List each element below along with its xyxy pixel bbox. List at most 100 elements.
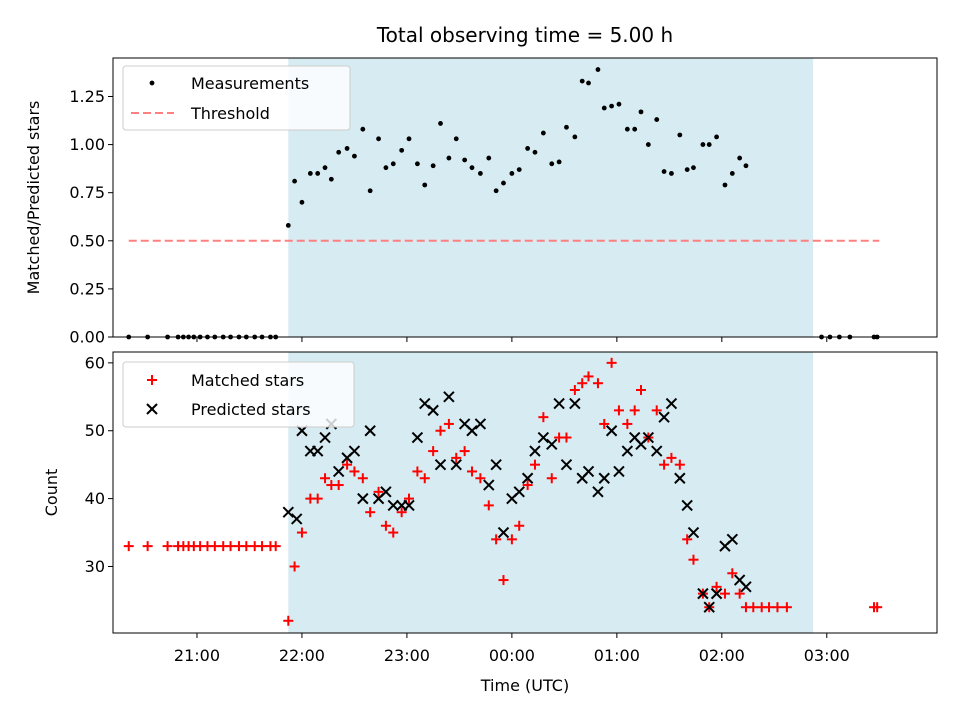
matched-star-point-34 [404,493,415,504]
ratio-x-ticks [196,337,828,342]
measurement-point-53 [556,159,562,165]
predicted-star-stroke-b [357,492,369,505]
count-y-tick-label-3: 60 [85,353,105,372]
matched-star-point-28 [357,473,368,484]
ratio-panel: 0.00 0.25 0.50 0.75 1.00 1.25 Matched/Predict… [24,57,938,347]
predicted-star-point-21 [443,391,455,403]
count-y-axis: 30 40 50 60 [85,353,113,576]
matched-star-point-43 [475,473,486,484]
measurement-point-68 [669,171,674,176]
matched-star-point-83 [781,602,792,613]
matched-star-point-54 [561,432,572,443]
predicted-star-point-7 [332,465,345,478]
ratio-panel-frame [112,57,938,338]
predicted-star-point-17 [411,431,424,444]
matched-star-point-17 [270,541,281,552]
matched-star-point-27 [349,466,360,477]
matched-star-point-48 [514,520,525,531]
predicted-star-stroke-b [282,506,295,518]
measurement-point-44 [486,155,492,161]
ratio-y-axis: 0.00 0.25 0.50 0.75 1.00 1.25 [69,87,113,347]
measurement-point-60 [609,103,614,109]
matched-star-point-49 [522,480,533,491]
matched-star-point-62 [622,418,633,429]
predicted-star-point-10 [357,492,369,505]
measurement-point-42 [469,165,475,171]
measurement-point-22 [315,171,321,176]
measurement-point-64 [638,109,644,115]
legend-threshold-label: Threshold [190,104,270,123]
measurement-point-57 [586,80,591,86]
predicted-star-stroke-b [450,458,462,471]
predicted-star-point-49 [658,411,670,423]
predicted-star-point-37 [569,397,581,410]
matched-star-point-67 [659,459,670,470]
predicted-star-point-56 [710,587,723,600]
time-x-tick-label-6: 03:00 [804,646,850,665]
predicted-star-stroke-b [319,431,331,444]
predicted-star-stroke-b [598,472,610,484]
matched-star-point-39 [443,418,454,429]
time-x-tick-label-0: 21:00 [174,646,220,665]
matched-star-point-2 [162,541,173,552]
measurement-point-66 [654,117,660,122]
measurement-point-39 [446,155,452,161]
predicted-star-stroke-b [658,411,670,423]
matched-star-point-15 [257,541,268,552]
predicted-star-stroke-b [665,397,678,410]
predicted-star-point-28 [497,526,510,539]
count-y-axis-label: Count [42,469,61,517]
measurement-point-61 [616,101,622,107]
measurement-point-49 [525,146,531,151]
measurement-point-76 [729,171,735,176]
count-legend-box [122,361,355,428]
predicted-star-point-19 [427,404,439,417]
matched-star-point-33 [396,507,407,518]
measurement-point-21 [307,171,313,176]
matched-star-point-18 [283,615,294,626]
matched-star-point-56 [577,378,588,389]
ratio-y-tick-label-0: 0.00 [69,328,105,347]
observing-window-shade-bottom [288,352,814,633]
measurement-point-51 [540,130,546,136]
count-legend: Matched stars Predicted stars [122,361,355,428]
predicted-star-point-34 [546,438,558,451]
legend-predicted-swatch-b [146,403,158,415]
measurement-point-77 [737,155,743,161]
measurement-point-52 [549,161,555,167]
predicted-star-point-50 [665,397,678,410]
predicted-star-point-39 [582,465,595,478]
matched-star-point-36 [419,473,430,484]
measurement-point-70 [684,167,690,173]
matched-star-point-30 [373,486,384,497]
measurement-point-50 [532,149,538,155]
predicted-star-point-33 [537,431,550,444]
time-x-tick-label-2: 23:00 [384,646,430,665]
matched-star-point-29 [365,507,376,518]
matched-star-point-40 [451,452,462,463]
matched-star-point-46 [498,575,509,586]
predicted-star-stroke-b [726,533,739,546]
measurement-point-40 [453,136,459,142]
predicted-star-point-24 [466,425,478,437]
measurement-point-23 [322,165,328,171]
predicted-star-point-41 [598,472,610,484]
matched-star-point-79 [748,602,759,613]
ratio-y-tick-label-1: 0.25 [69,279,105,298]
predicted-star-stroke-b [569,397,581,410]
predicted-star-point-16 [403,499,415,512]
matched-star-point-81 [764,602,775,613]
matched-star-point-60 [606,357,617,368]
predicted-star-stroke-b [348,445,361,457]
time-x-tick-label-4: 01:00 [594,646,640,665]
measurement-point-45 [493,188,499,194]
matched-star-point-44 [483,500,494,511]
matched-star-point-1 [142,541,153,552]
measurement-point-19 [292,178,297,184]
measurement-point-56 [579,78,585,84]
predicted-star-stroke-b [681,499,693,512]
measurement-point-43 [477,171,483,176]
predicted-star-point-20 [434,458,447,471]
ratio-y-tick-label-4: 1.00 [69,135,105,154]
measurement-point-63 [632,126,638,132]
